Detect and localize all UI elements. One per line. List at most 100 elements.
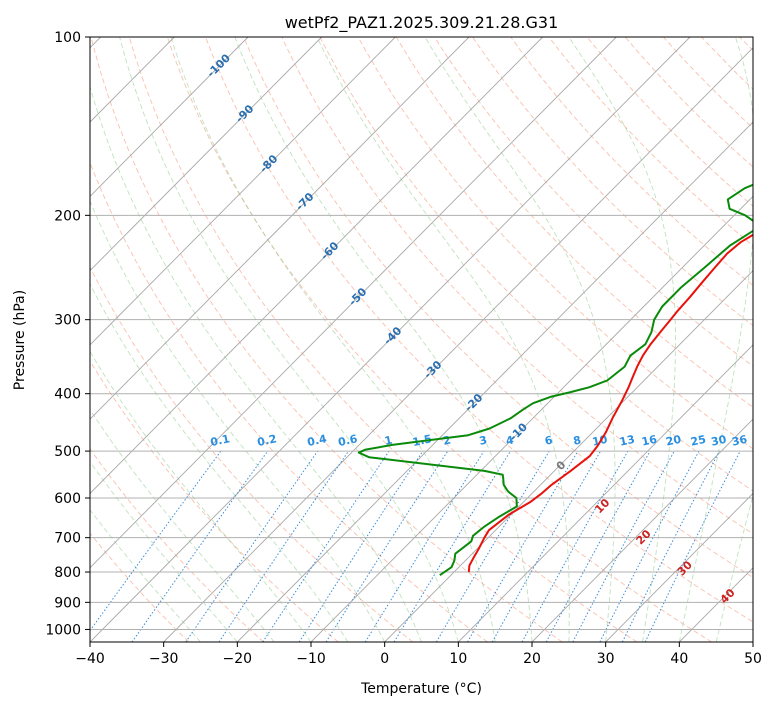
isotherm-line: [237, 121, 753, 642]
y-axis: 100 200 300 400 500 600 700 800 900 1000: [45, 30, 90, 638]
mixing-ratio-line: [364, 450, 485, 642]
x-tick-label: −30: [149, 651, 179, 667]
background-lines: [90, 37, 753, 642]
moist-adiabat-line: [234, 37, 533, 642]
chart-title: wetPf2_PAZ1.2025.309.21.28.G31: [285, 13, 559, 33]
isotherm-line: [531, 418, 753, 642]
mixing-ratio-line: [262, 450, 390, 642]
dry-adiabat-line: [243, 37, 753, 578]
mixing-ratio-line: [599, 450, 700, 642]
mixing-ratio-label: 0.6: [337, 432, 359, 449]
dry-adiabat-line: [281, 37, 753, 535]
mixing-ratio-label: 3: [478, 434, 488, 448]
dry-adiabat-line: [205, 37, 753, 623]
moist-adiabat-line: [170, 37, 496, 642]
isotherm-line: [310, 195, 753, 642]
y-tick-label: 800: [54, 565, 81, 581]
mixing-ratio-label: 8: [572, 434, 582, 448]
mixing-ratio-line: [298, 450, 424, 642]
x-tick-label: −10: [296, 651, 326, 667]
mixing-ratio-label: 30: [710, 433, 728, 449]
dry-adiabat-line: [319, 37, 753, 492]
mixing-ratio-label: 36: [731, 433, 749, 449]
dry-adiabat-line: [90, 266, 414, 642]
x-tick-label: −20: [223, 651, 253, 667]
moist-adiabat-line: [90, 283, 349, 642]
dry-adiabat-line: [90, 161, 488, 642]
x-tick-label: 10: [449, 651, 467, 667]
mixing-ratio-line: [325, 450, 449, 642]
y-tick-label: 700: [54, 531, 81, 547]
y-axis-label: Pressure (hPa): [12, 290, 28, 390]
isotherm-line: [458, 344, 753, 642]
x-axis: −40 −30 −20 −10 0 10 20 30 40 50: [75, 642, 762, 667]
dry-adiabat-line: [357, 37, 753, 450]
moist-adiabat-line: [90, 460, 238, 642]
mixing-ratio-line: [491, 450, 602, 642]
x-tick-label: 0: [380, 651, 389, 667]
dry-adiabat-line: [90, 37, 563, 642]
x-axis-label: Temperature (°C): [360, 681, 482, 697]
y-tick-label: 100: [54, 30, 81, 46]
mixing-ratio-label: 25: [689, 433, 707, 449]
temperature-line: [467, 233, 753, 573]
mixing-ratio-label: 0.1: [209, 432, 231, 449]
moist-adiabat-line: [90, 199, 386, 642]
isotherm-line: [90, 37, 617, 569]
mixing-ratio-line: [572, 450, 675, 642]
mixing-ratio-line: [185, 450, 319, 642]
x-tick-label: 30: [597, 651, 615, 667]
profile-lines: [357, 183, 753, 577]
moist-adiabat-line: [90, 408, 275, 642]
isotherm-line: [605, 492, 753, 642]
isotherm-line: [90, 37, 323, 272]
dry-adiabat-line: [166, 37, 712, 642]
mixing-ratio-line: [644, 450, 741, 642]
x-tick-label: 40: [670, 651, 688, 667]
y-tick-label: 1000: [45, 622, 81, 638]
x-tick-label: −40: [75, 651, 105, 667]
mixing-ratio-label: 13: [618, 433, 636, 449]
mixing-ratio-label: 6: [543, 433, 554, 447]
y-tick-label: 200: [54, 208, 81, 224]
mixing-ratio-line: [621, 450, 720, 642]
mixing-ratio-label: 0.4: [306, 432, 328, 449]
dewpoint-line: [357, 183, 753, 577]
mixing-ratio-line: [393, 450, 511, 642]
y-tick-label: 500: [54, 444, 81, 460]
isotherm-line: [90, 37, 396, 346]
dry-adiabat-line: [510, 37, 753, 286]
mixing-ratio-label: 4: [505, 433, 516, 447]
y-tick-label: 400: [54, 387, 81, 403]
plot-frame: [89, 36, 754, 643]
isotherm-line: [384, 269, 753, 642]
y-tick-label: 900: [54, 595, 81, 611]
y-tick-label: 300: [54, 313, 81, 329]
mixing-ratio-line: [90, 450, 222, 632]
isotherm-line: [90, 37, 470, 420]
dry-adiabat-line: [128, 37, 638, 642]
x-tick-label: 20: [523, 651, 541, 667]
dry-adiabat-line: [395, 37, 753, 408]
mixing-ratio-label: 0.2: [256, 432, 278, 449]
isotherm-line: [90, 37, 544, 495]
moist-adiabat-line: [119, 37, 459, 642]
mixing-ratio-line: [131, 450, 269, 642]
moist-adiabat-line: [424, 37, 616, 642]
mixing-ratio-line: [218, 450, 349, 642]
dry-adiabat-line: [433, 37, 753, 367]
mixing-ratio-label: 16: [640, 433, 658, 449]
mixing-ratio-line: [545, 450, 651, 642]
mixing-ratio-line: [521, 450, 629, 642]
moist-adiabat-line: [316, 37, 570, 642]
moist-adiabat-line: [715, 493, 753, 642]
mixing-ratio-label: 20: [665, 433, 683, 449]
isotherm-line: [163, 47, 753, 642]
moist-adiabat-line: [568, 37, 676, 642]
x-tick-label: 50: [744, 651, 762, 667]
moist-adiabat-line: [678, 37, 753, 642]
dry-adiabat-line: [90, 532, 190, 642]
mixing-ratio-label: 1: [383, 434, 393, 448]
mixing-ratio-label: 2: [442, 434, 452, 448]
